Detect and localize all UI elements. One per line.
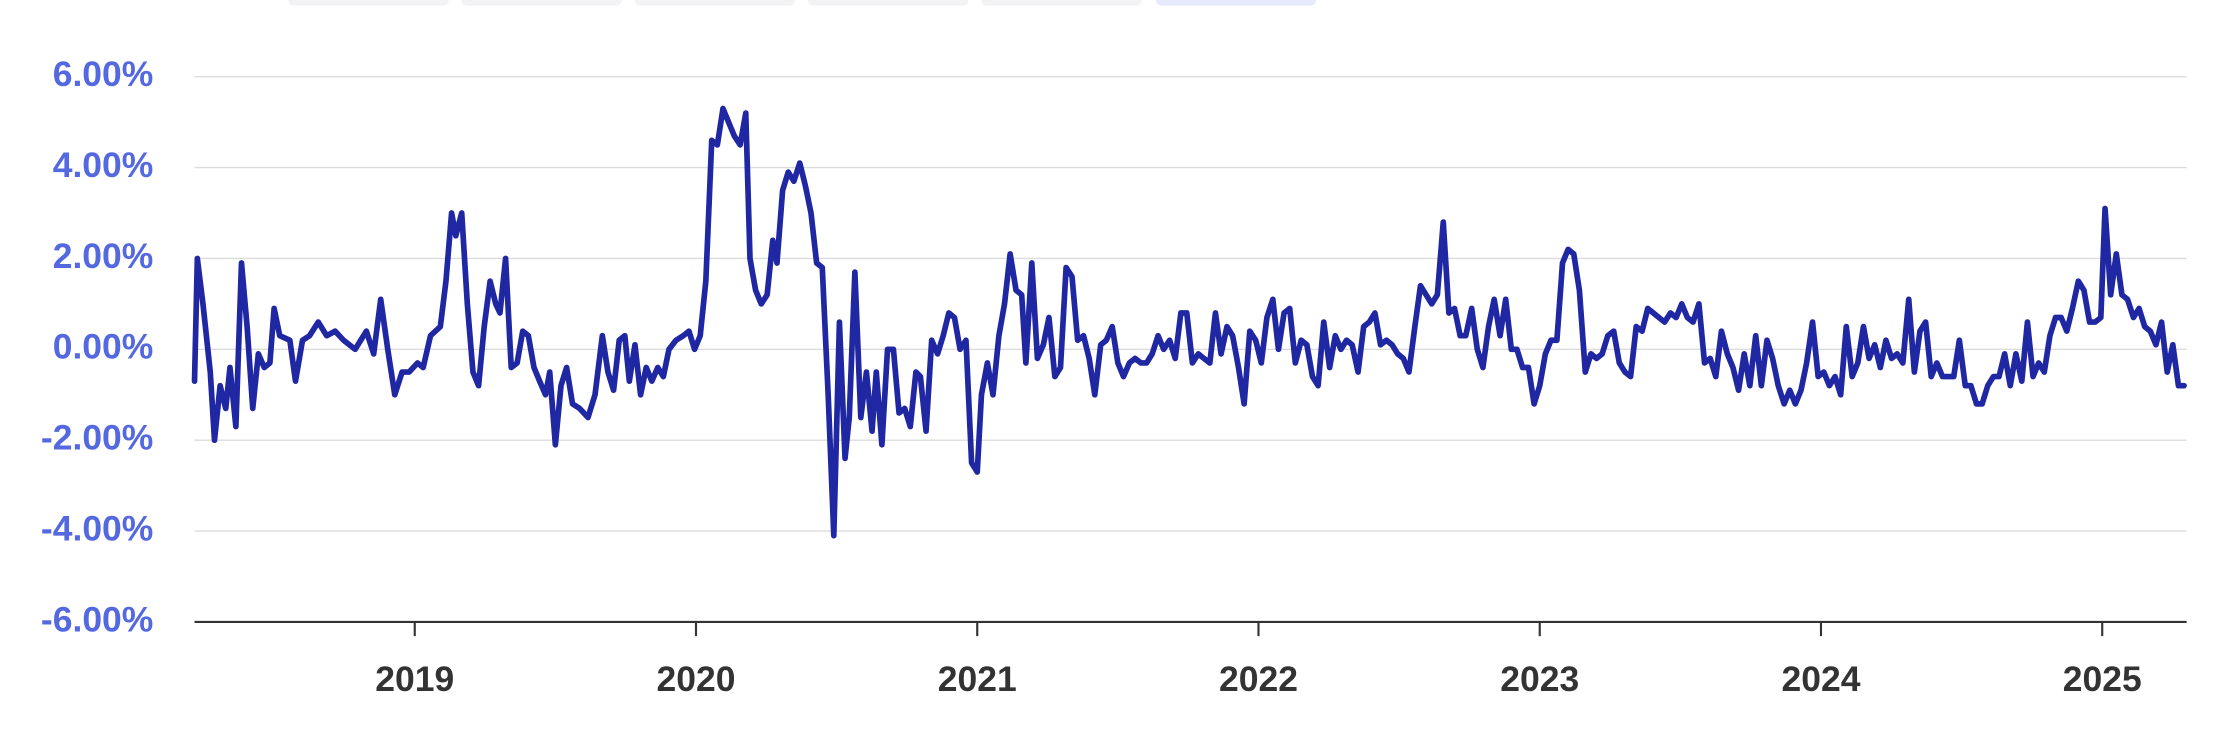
x-tick-label: 2019 <box>375 659 454 699</box>
x-tick-label: 2025 <box>2063 659 2142 699</box>
y-tick-label: -6.00% <box>41 599 153 639</box>
y-tick-label: -2.00% <box>41 418 153 458</box>
y-tick-label: -4.00% <box>41 508 153 548</box>
data-line <box>191 105 2187 539</box>
y-tick-label: 4.00% <box>53 145 154 185</box>
range-tab[interactable] <box>807 0 969 6</box>
y-tick-label: 6.00% <box>53 54 154 94</box>
range-tab[interactable] <box>461 0 622 6</box>
range-tabs <box>288 0 1317 6</box>
range-tab[interactable] <box>981 0 1142 6</box>
range-tab-active[interactable] <box>1155 0 1317 6</box>
x-tick-label: 2024 <box>1782 659 1861 699</box>
x-tick-label: 2020 <box>657 659 736 699</box>
y-tick-label: 2.00% <box>53 236 154 276</box>
x-tick-label: 2022 <box>1219 659 1298 699</box>
y-tick-label: 0.00% <box>53 327 154 367</box>
x-tick-label: 2021 <box>938 659 1017 699</box>
range-tab[interactable] <box>288 0 449 6</box>
x-tick-label: 2023 <box>1500 659 1579 699</box>
range-tab[interactable] <box>634 0 796 6</box>
